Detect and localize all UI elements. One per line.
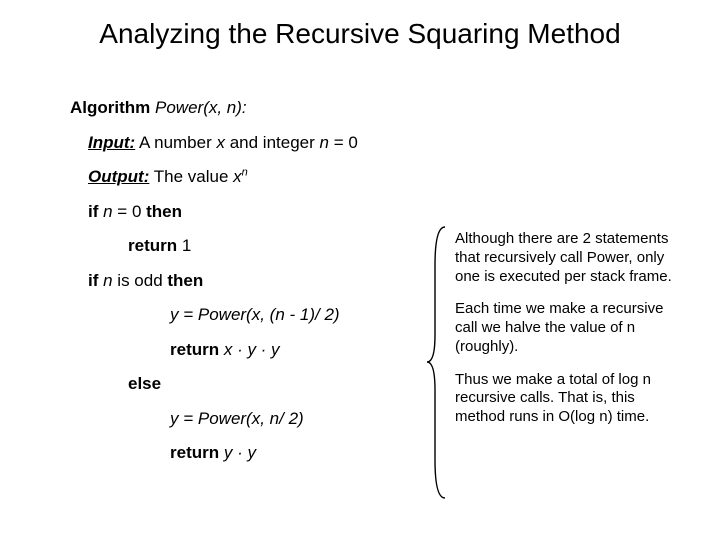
algo-assign-line: y = Power(x, n/ 2): [70, 406, 430, 432]
kw-return: return: [170, 443, 224, 462]
brace-icon: [425, 225, 455, 500]
var-n: n: [103, 271, 112, 290]
exp-n: n: [242, 166, 248, 178]
text: A number: [135, 133, 216, 152]
kw-if: if: [88, 271, 103, 290]
text: and integer: [225, 133, 320, 152]
note-paragraph: Each time we make a recursive call we ha…: [455, 300, 680, 356]
val: 1: [182, 236, 191, 255]
expr: y · y: [224, 443, 256, 462]
algo-if-line: if n = 0 then: [70, 199, 430, 225]
var-x: x: [216, 133, 225, 152]
text: = 0: [329, 133, 358, 152]
algo-signature: Power(x, n):: [150, 98, 246, 117]
kw-return: return: [170, 340, 224, 359]
output-label: Output:: [88, 167, 149, 186]
text: The value: [149, 167, 233, 186]
text: = 0: [113, 202, 147, 221]
algo-if-line: if n is odd then: [70, 268, 430, 294]
kw-else: else: [70, 371, 430, 397]
algo-input: Input: A number x and integer n = 0: [70, 130, 430, 156]
algo-assign-line: y = Power(x, (n - 1)/ 2): [70, 302, 430, 328]
notes-block: Although there are 2 statements that rec…: [455, 230, 680, 441]
kw-if: if: [88, 202, 103, 221]
note-paragraph: Thus we make a total of log n recursive …: [455, 371, 680, 427]
algo-return-line: return x · y · y: [70, 337, 430, 363]
algo-output: Output: The value xn: [70, 164, 430, 190]
var-n: n: [103, 202, 112, 221]
page-title: Analyzing the Recursive Squaring Method: [30, 18, 690, 50]
var-x: x: [233, 167, 242, 186]
kw-then: then: [146, 202, 182, 221]
expr: x · y · y: [224, 340, 280, 359]
algo-keyword: Algorithm: [70, 98, 150, 117]
input-label: Input:: [88, 133, 135, 152]
algo-return-line: return 1: [70, 233, 430, 259]
algo-header: Algorithm Power(x, n):: [70, 95, 430, 121]
note-paragraph: Although there are 2 statements that rec…: [455, 230, 680, 286]
algorithm-block: Algorithm Power(x, n): Input: A number x…: [70, 95, 430, 475]
text: is odd: [113, 271, 168, 290]
var-n: n: [320, 133, 329, 152]
kw-return: return: [128, 236, 182, 255]
kw-then: then: [167, 271, 203, 290]
algo-return-line: return y · y: [70, 440, 430, 466]
